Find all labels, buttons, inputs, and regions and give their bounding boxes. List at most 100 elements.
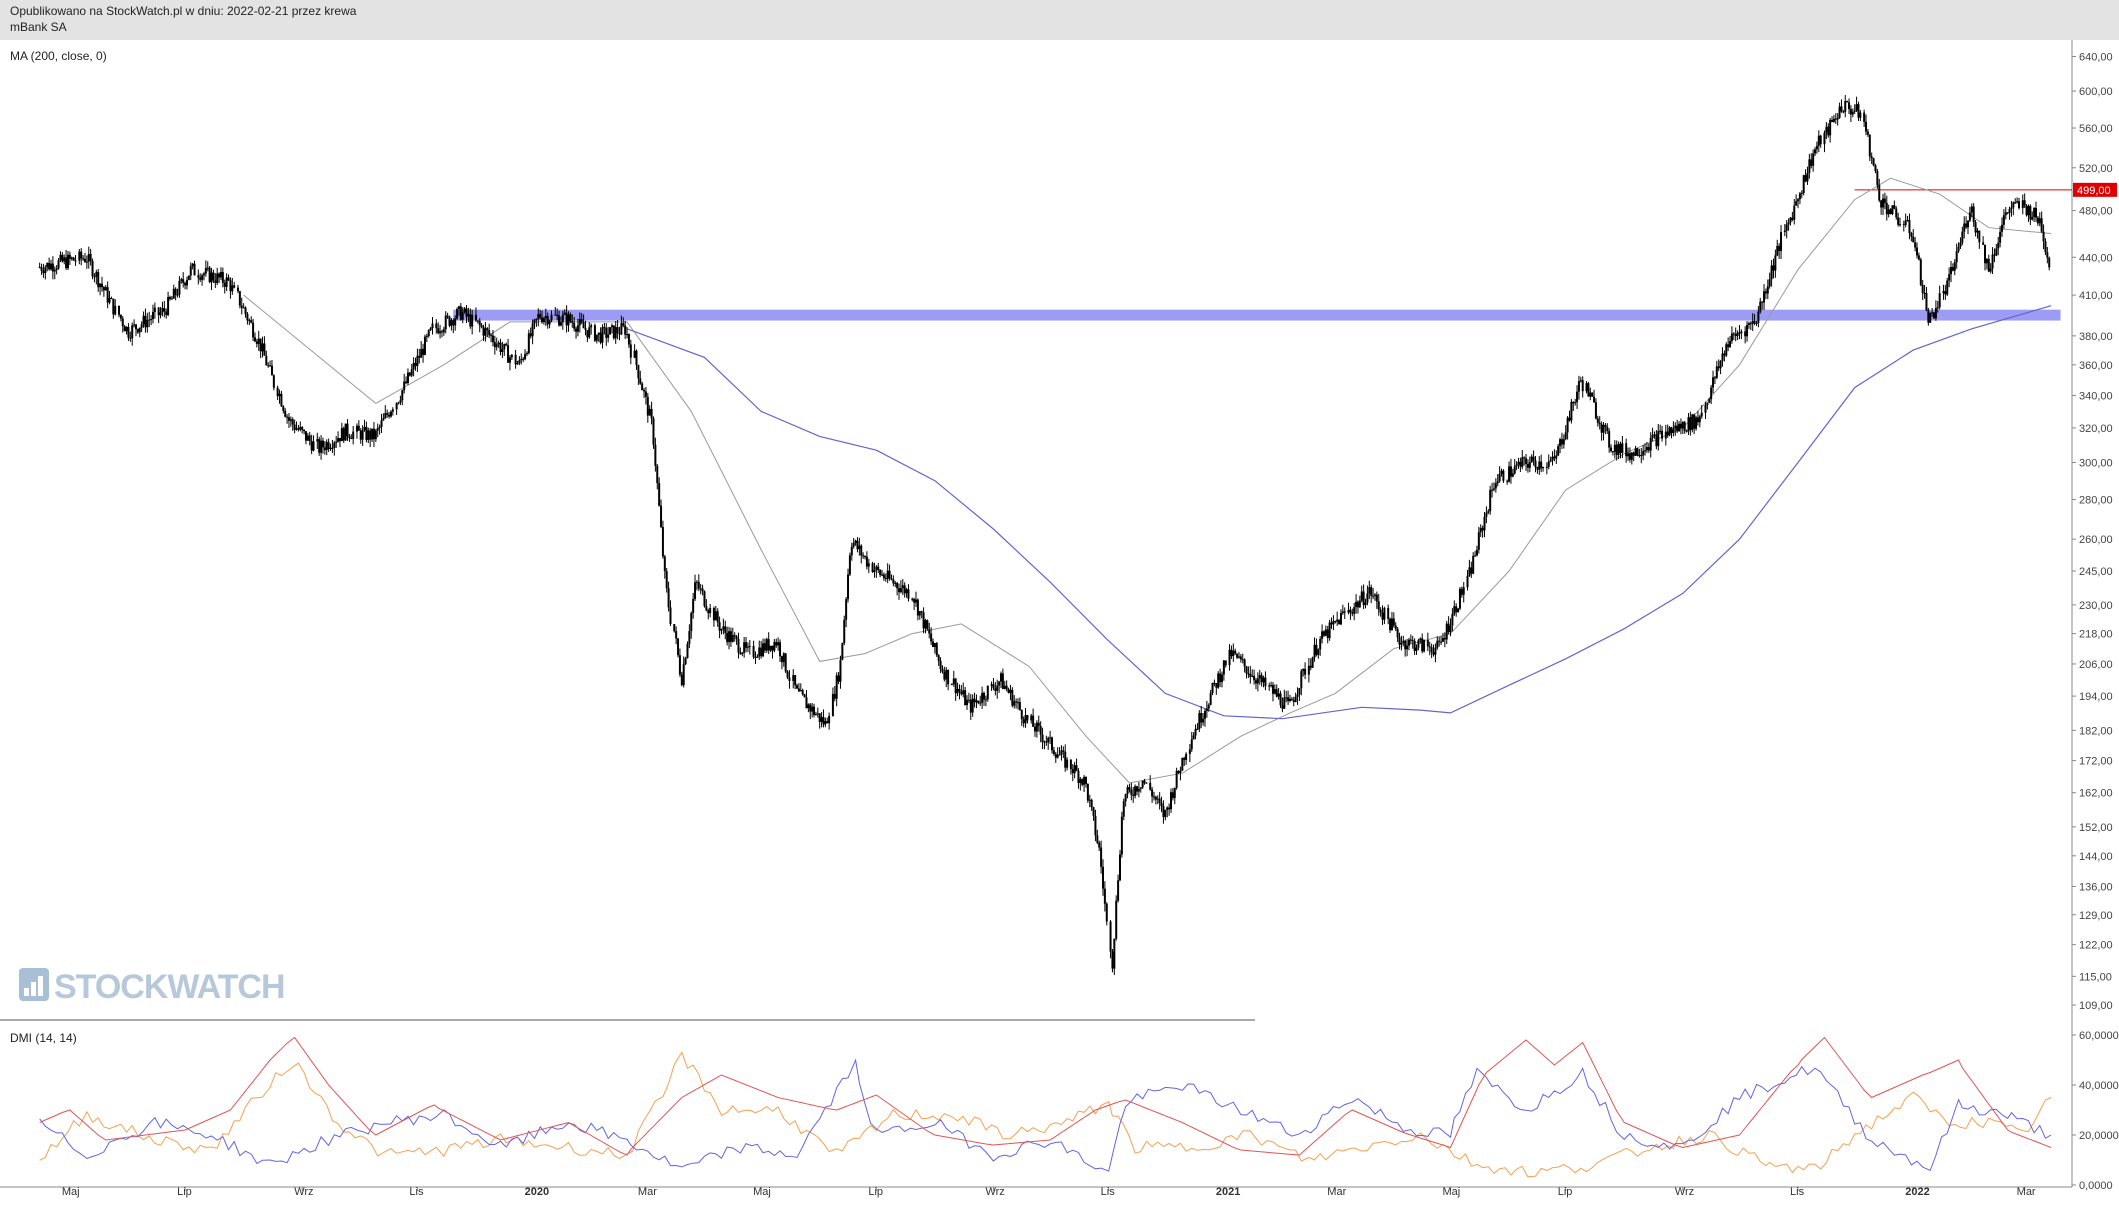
candle-body <box>1011 689 1014 706</box>
candle-body <box>873 569 876 572</box>
candle-body <box>541 317 544 323</box>
y-tick-label: 245,00 <box>2079 566 2113 578</box>
candle-body <box>1237 656 1240 658</box>
candle-body <box>87 254 90 262</box>
x-tick-label: Mar <box>2017 1186 2036 1198</box>
y-tick-label: 560,00 <box>2079 123 2113 135</box>
candle-body <box>478 320 481 326</box>
candle-body <box>321 440 324 448</box>
candle-body <box>1617 443 1620 456</box>
candle-body <box>1572 401 1575 404</box>
candle-body <box>1712 377 1715 388</box>
candle-body <box>593 325 596 341</box>
candle-body <box>922 612 925 629</box>
candle-body <box>597 332 600 335</box>
candle-body <box>1069 759 1072 770</box>
candle-body <box>297 428 300 430</box>
candle-body <box>1113 938 1116 969</box>
candle-body <box>318 439 321 453</box>
candle-body <box>930 633 933 642</box>
candle-body <box>1560 439 1563 445</box>
candle-body <box>1451 613 1454 626</box>
candle-body <box>1851 111 1854 115</box>
candle-body <box>104 287 107 291</box>
candle-body <box>1647 447 1650 451</box>
candle-body <box>1407 639 1410 646</box>
candle-body <box>1326 629 1329 639</box>
candle-body <box>654 444 657 466</box>
candle-body <box>1432 652 1435 655</box>
candle-body <box>599 332 602 343</box>
candle-body <box>1787 222 1790 225</box>
candle-body <box>1307 665 1310 675</box>
candle-body <box>650 408 653 419</box>
candle-body <box>465 308 468 317</box>
candle-body <box>2042 231 2045 242</box>
candle-body <box>91 261 94 277</box>
candle-body <box>1249 673 1252 677</box>
candle-body <box>1268 685 1271 687</box>
candle-body <box>1640 454 1643 456</box>
candle-body <box>1540 461 1543 469</box>
candle-body <box>964 690 967 706</box>
candle-body <box>191 263 194 267</box>
candle-body <box>1185 753 1188 760</box>
candle-body <box>575 328 578 332</box>
candle-body <box>1942 291 1945 294</box>
candle-body <box>822 717 825 725</box>
candle-body <box>488 330 491 335</box>
candle-body <box>1863 112 1866 122</box>
candle-body <box>788 677 791 681</box>
candle-body <box>365 426 368 441</box>
x-tick-label: Maj <box>753 1186 771 1198</box>
candle-body <box>877 566 880 571</box>
candle-body <box>556 314 559 316</box>
candle-body <box>2046 252 2049 258</box>
candle-body <box>259 338 262 352</box>
candle-body <box>1313 644 1316 658</box>
candle-body <box>1404 640 1407 650</box>
candle-body <box>1621 443 1624 453</box>
candle-body <box>1003 685 1006 689</box>
candle-body <box>850 546 853 556</box>
candle-body <box>1360 591 1363 601</box>
candle-body <box>66 254 69 269</box>
logo-bar <box>38 976 43 996</box>
candle-body <box>1052 750 1055 754</box>
candle-body <box>582 322 585 329</box>
candle-body <box>1145 782 1148 784</box>
candle-body <box>253 337 256 342</box>
candle-body <box>1400 642 1403 645</box>
candle-body <box>1953 262 1956 271</box>
candle-body <box>571 321 574 323</box>
candle-body <box>146 319 149 328</box>
candle-body <box>697 581 700 589</box>
candle-body <box>1593 396 1596 403</box>
candle-body <box>847 574 850 600</box>
candle-body <box>361 429 364 440</box>
candle-body <box>576 325 579 332</box>
candle-body <box>2027 205 2030 216</box>
candle-body <box>624 325 627 335</box>
candle-body <box>1441 637 1444 642</box>
candle-body <box>958 689 961 692</box>
candle-body <box>437 328 440 334</box>
candle-body <box>1727 344 1730 348</box>
candle-body <box>1859 112 1862 118</box>
candle-body <box>1275 689 1278 697</box>
candle-body <box>1413 640 1416 651</box>
candle-body <box>144 315 147 328</box>
candle-body <box>1802 175 1805 193</box>
candle-body <box>216 273 219 283</box>
candle-body <box>777 642 780 646</box>
candle-body <box>463 308 466 313</box>
candle-body <box>1978 230 1981 243</box>
candle-body <box>1379 609 1382 613</box>
candle-body <box>163 307 166 312</box>
candle-body <box>344 423 347 441</box>
candle-body <box>826 721 829 724</box>
candle-body <box>875 566 878 570</box>
y-tick-label: 300,00 <box>2079 458 2113 470</box>
candle-body <box>1627 453 1630 457</box>
